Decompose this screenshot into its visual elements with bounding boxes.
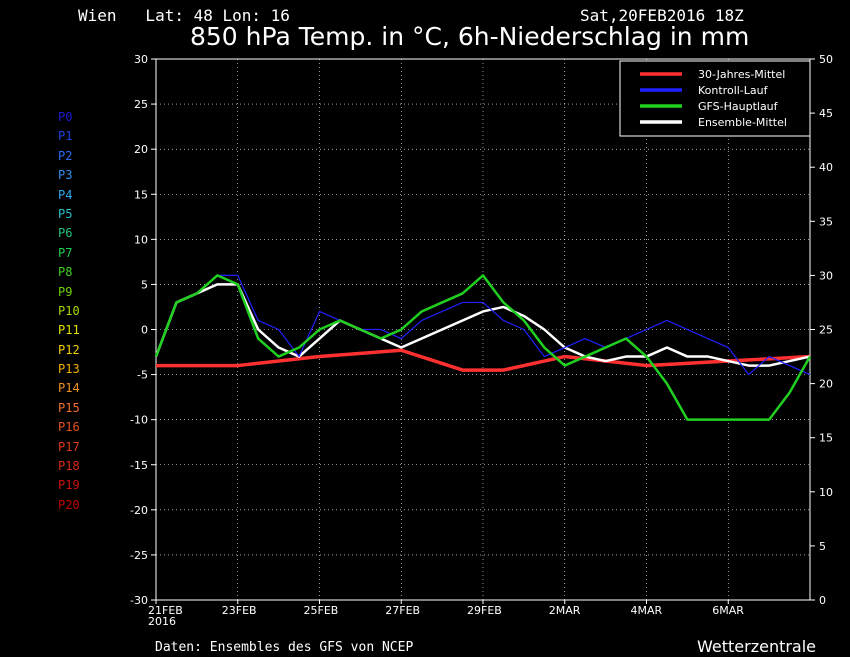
member-label-list: P0 P1 P2 P3 P4 P5 P6 P7 P8 P9 P10 P11 P12 P13 P14 P15 P1…: [58, 108, 80, 515]
y2-tick-label: 40: [819, 161, 833, 174]
x-tick-label: 23FEB: [222, 604, 257, 617]
y-tick-label: -20: [130, 504, 148, 517]
legend-label: Ensemble-Mittel: [698, 116, 787, 129]
y2-tick-label: 45: [819, 107, 833, 120]
x-tick-label: 4MAR: [631, 604, 663, 617]
member-label: P20: [58, 497, 80, 512]
y2-tick-label: 10: [819, 486, 833, 499]
member-label: P13: [58, 362, 80, 377]
brand-label: Wetterzentrale: [697, 637, 817, 656]
y2-tick-label: 20: [819, 378, 833, 391]
series-line: [155, 274, 811, 376]
y2-tick-label: 35: [819, 215, 833, 228]
member-label: P6: [58, 226, 73, 241]
member-label: P4: [58, 187, 73, 202]
y-tick-label: -30: [130, 594, 148, 607]
x-tick-label: 27FEB: [385, 604, 420, 617]
member-label: P16: [58, 420, 80, 435]
member-label: P3: [58, 168, 73, 183]
y-tick-label: 0: [141, 324, 148, 337]
y-tick-label: -5: [137, 369, 148, 382]
y2-tick-label: 5: [819, 540, 826, 553]
series-line: [154, 283, 811, 367]
y-tick-label: -25: [130, 549, 148, 562]
y-tick-label: 30: [134, 53, 148, 66]
member-label: P7: [58, 245, 73, 260]
series-line: [156, 348, 811, 372]
y2-tick-label: 0: [819, 594, 826, 607]
series-line: [154, 274, 812, 421]
location-header: Wien Lat: 48 Lon: 16: [78, 6, 290, 25]
member-label: P17: [58, 439, 80, 454]
y-tick-label: 10: [134, 233, 148, 246]
member-label: P15: [58, 400, 80, 415]
legend-label: GFS-Hauptlauf: [698, 100, 779, 113]
run-datetime: Sat,20FEB2016 18Z: [580, 6, 744, 25]
x-tick-label: 29FEB: [467, 604, 502, 617]
member-label: P8: [58, 265, 73, 280]
y2-tick-label: 50: [819, 53, 833, 66]
member-label: P9: [58, 284, 73, 299]
x-tick-label: 21FEB: [148, 604, 183, 617]
legend-label: Kontroll-Lauf: [698, 84, 769, 97]
y-tick-label: -15: [130, 459, 148, 472]
member-label: P12: [58, 342, 80, 357]
y-tick-label: 5: [141, 278, 148, 291]
x-tick-label: 2016: [148, 615, 176, 628]
legend-label: 30-Jahres-Mittel: [698, 68, 785, 81]
y-tick-label: 20: [134, 143, 148, 156]
y2-tick-label: 30: [819, 269, 833, 282]
member-label: P1: [58, 129, 73, 144]
y-tick-label: 15: [134, 188, 148, 201]
member-label: P18: [58, 459, 80, 474]
y-tick-label: -10: [130, 414, 148, 427]
x-tick-label: 6MAR: [712, 604, 744, 617]
member-label: P11: [58, 323, 80, 338]
member-label: P19: [58, 478, 80, 493]
y-tick-label: 25: [134, 98, 148, 111]
y2-tick-label: 15: [819, 432, 833, 445]
chart-title: 850 hPa Temp. in °C, 6h-Niederschlag in …: [190, 22, 750, 51]
member-label: P14: [58, 381, 80, 396]
x-tick-label: 25FEB: [304, 604, 339, 617]
data-source-note: Daten: Ensembles des GFS von NCEP: [155, 640, 414, 655]
member-label: P5: [58, 206, 73, 221]
member-label: P2: [58, 148, 73, 163]
y2-tick-label: 25: [819, 324, 833, 337]
x-tick-label: 2MAR: [549, 604, 581, 617]
member-label: P10: [58, 303, 80, 318]
member-label: P0: [58, 110, 73, 124]
